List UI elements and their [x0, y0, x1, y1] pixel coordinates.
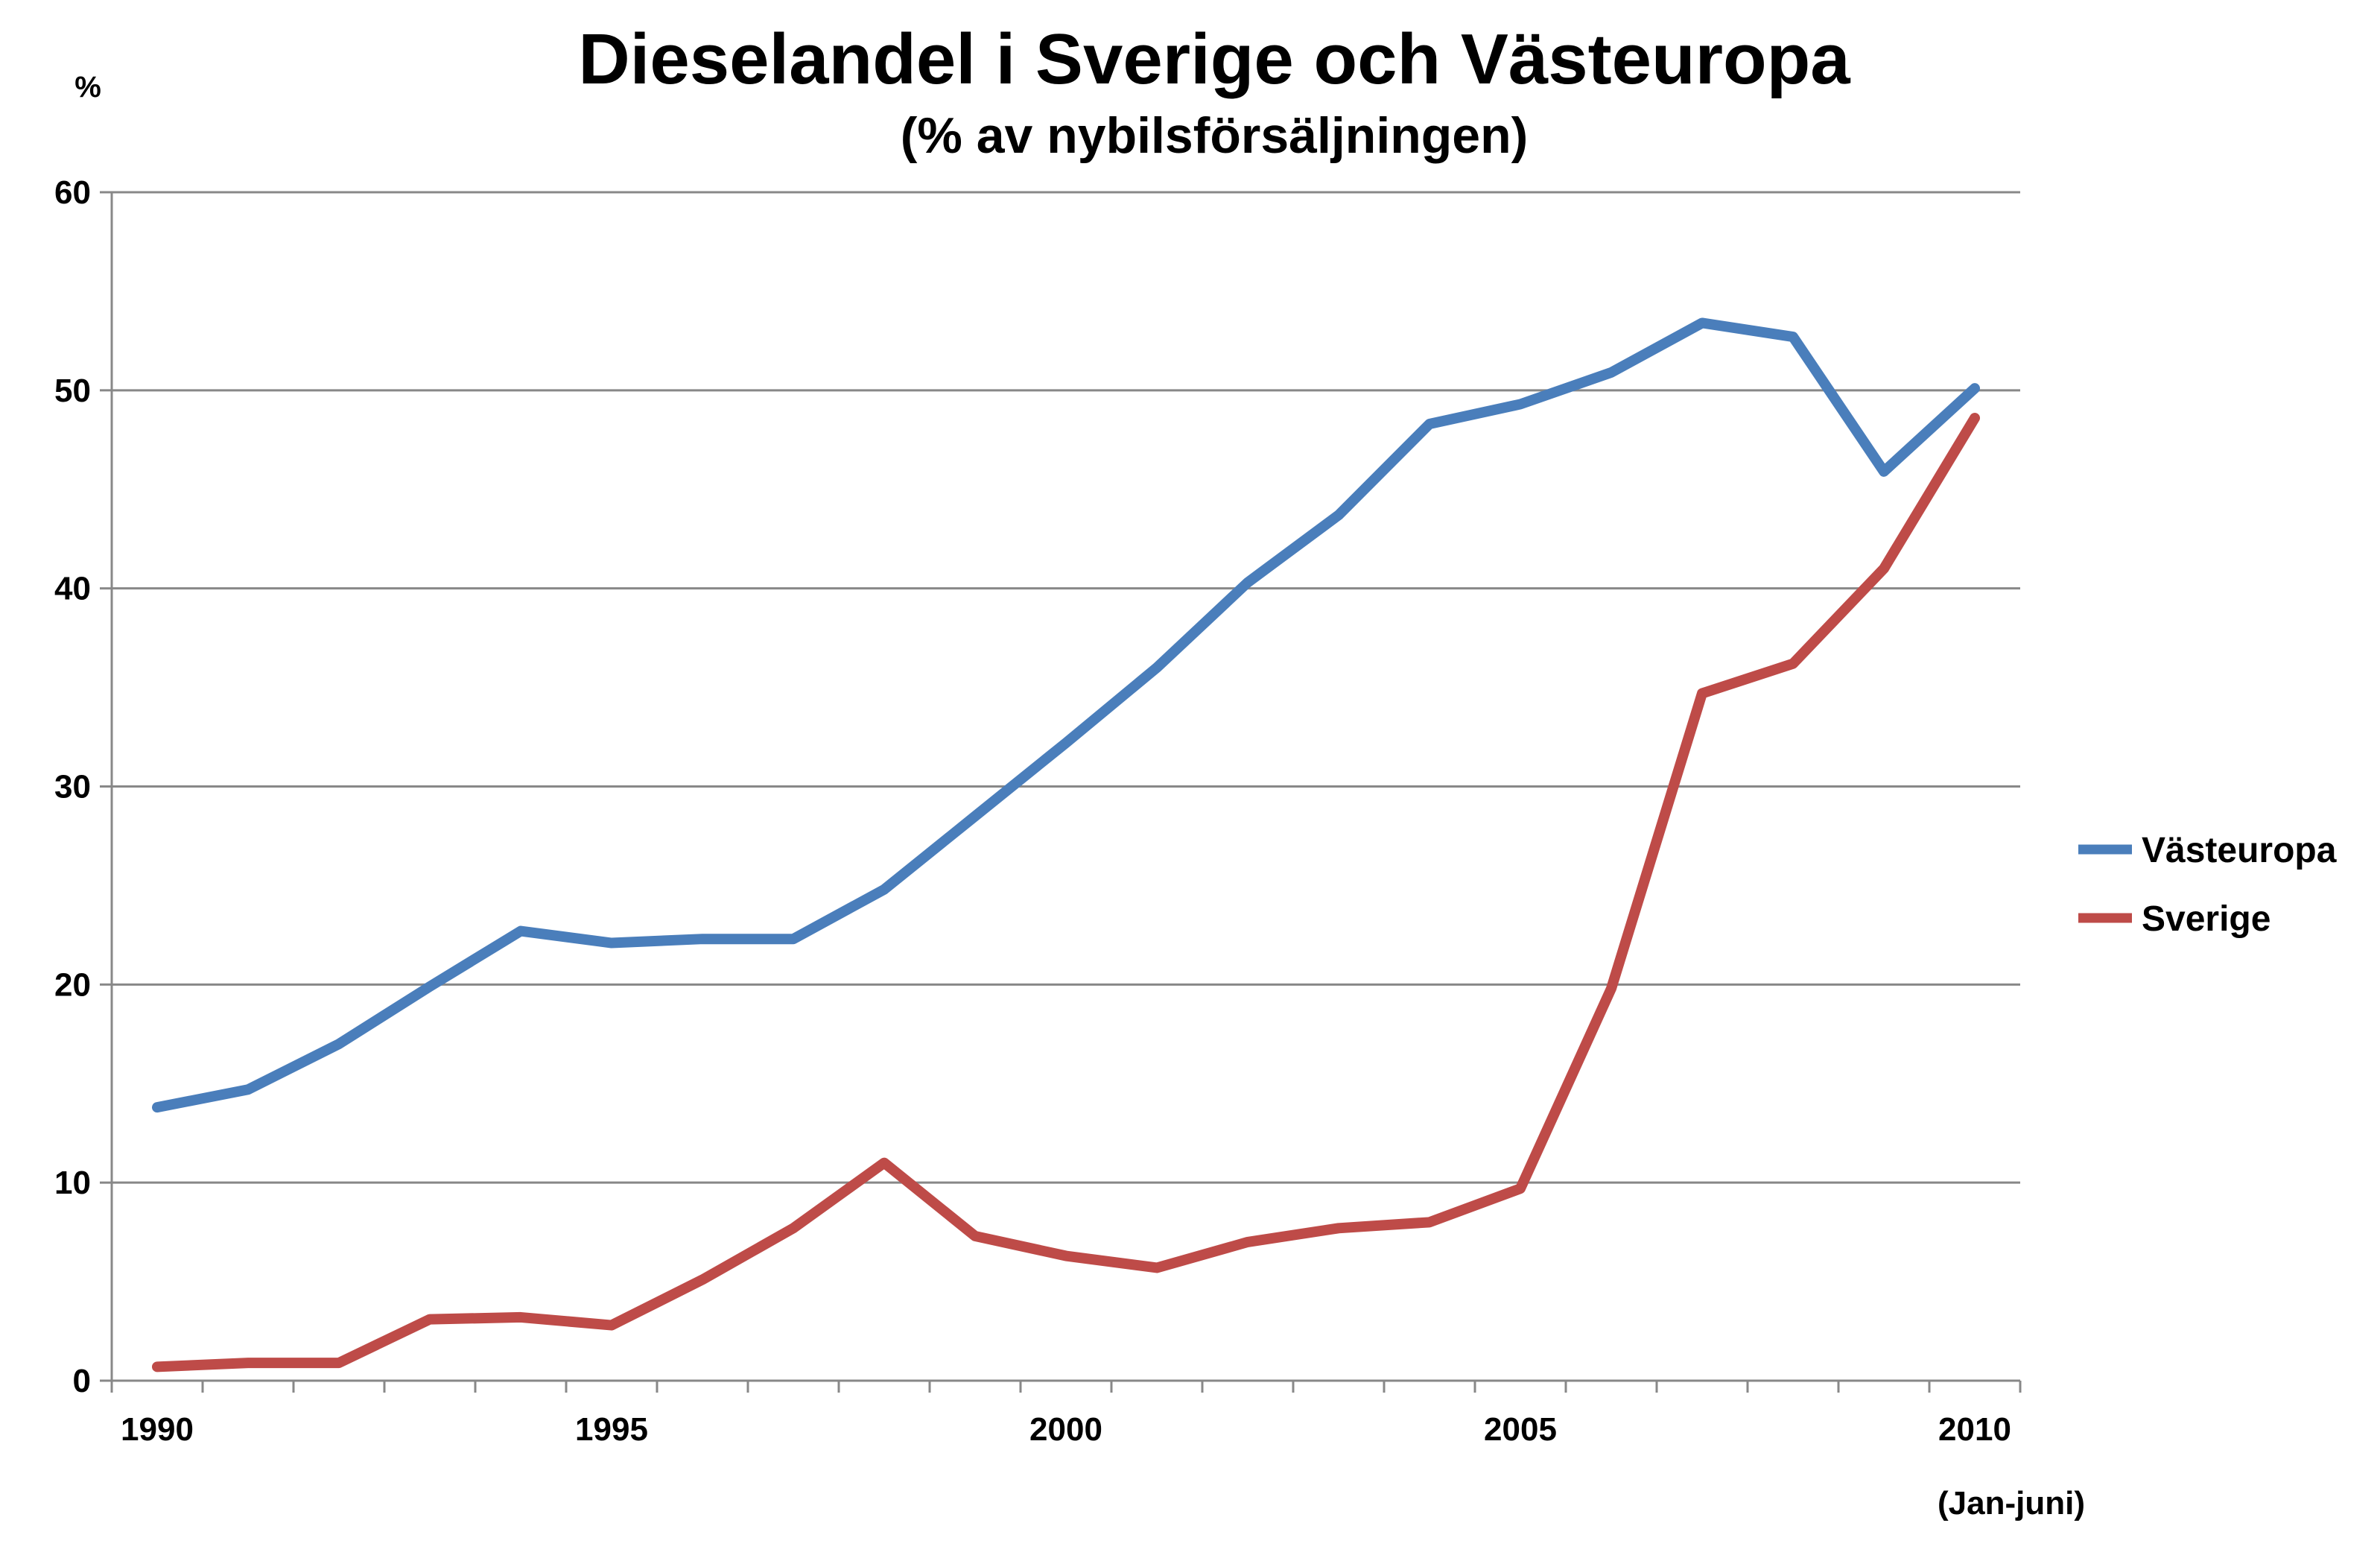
data-point [1519, 1187, 1522, 1191]
data-point [883, 1161, 886, 1165]
data-point [792, 1226, 795, 1230]
legend: Västeuropa Sverige [2078, 831, 2337, 939]
data-point [610, 1323, 613, 1327]
x-axis-note: (Jan-juni) [1938, 1485, 2085, 1522]
chart-title: Dieselandel i Sverige och Västeuropa [578, 19, 1850, 99]
x-tick-label: 2000 [1029, 1411, 1102, 1448]
data-point [1610, 370, 1613, 374]
data-point [1882, 567, 1885, 571]
data-point [1155, 1266, 1158, 1270]
data-point [1155, 666, 1158, 669]
data-point [1792, 662, 1794, 665]
data-point [1337, 513, 1340, 517]
data-point [1882, 469, 1885, 473]
data-point [337, 1042, 340, 1046]
x-tick-labels: 1990 1995 2000 2005 2010 [121, 1411, 2011, 1448]
data-point [1701, 321, 1704, 325]
x-tick-label: 1990 [121, 1411, 194, 1448]
y-tick-label: 20 [54, 966, 91, 1003]
data-point [156, 1106, 159, 1109]
y-tick-label: 40 [54, 571, 91, 607]
data-point [1792, 335, 1794, 339]
data-point [519, 1315, 522, 1319]
legend-label: Västeuropa [2142, 831, 2337, 870]
series-lines [152, 317, 1980, 1372]
data-point [156, 1365, 159, 1369]
data-point [1973, 387, 1976, 390]
x-tick-label: 1995 [575, 1411, 648, 1448]
data-point [1246, 580, 1249, 584]
data-point [792, 937, 795, 941]
data-point [1519, 402, 1522, 406]
data-point [1064, 741, 1067, 745]
data-point [610, 941, 613, 945]
x-tick-label: 2010 [1938, 1411, 2011, 1448]
data-point [1428, 1220, 1431, 1224]
y-tick-label: 30 [54, 769, 91, 805]
data-point [974, 814, 977, 818]
data-point [1428, 422, 1431, 426]
data-point [883, 887, 886, 891]
legend-label: Sverige [2142, 899, 2270, 939]
data-point [247, 1361, 250, 1365]
y-tick-label: 60 [54, 174, 91, 211]
series-line-sverige [152, 413, 1980, 1372]
data-point [1246, 1240, 1249, 1244]
data-point [701, 937, 704, 941]
y-axis-unit-label: % [74, 71, 101, 104]
data-point [1610, 987, 1613, 990]
y-tick-label: 10 [54, 1165, 91, 1201]
data-point [1064, 1254, 1067, 1258]
data-point [247, 1088, 250, 1092]
data-point [701, 1278, 704, 1282]
axes [100, 191, 2022, 1393]
data-point [428, 984, 431, 988]
data-point [519, 929, 522, 933]
y-tick-label: 0 [73, 1363, 91, 1399]
data-point [337, 1361, 340, 1365]
data-point [974, 1234, 977, 1238]
data-point [1701, 691, 1704, 695]
x-tick-label: 2005 [1484, 1411, 1557, 1448]
chart-subtitle: (% av nybilsförsäljningen) [901, 107, 1529, 164]
y-tick-label: 50 [54, 373, 91, 409]
data-point [1973, 417, 1976, 420]
data-point [1337, 1226, 1340, 1230]
y-tick-labels: 0 10 20 30 40 50 60 [54, 174, 91, 1399]
series-line-västeuropa [152, 317, 1980, 1113]
data-point [428, 1317, 431, 1321]
